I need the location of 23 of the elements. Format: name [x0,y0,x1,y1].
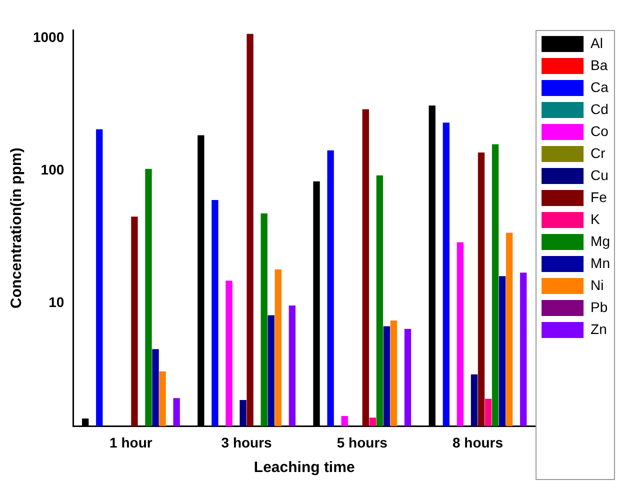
x-tick-label: 8 hours [452,434,504,450]
legend-label: Pb [590,298,608,315]
y-axis-title: Concentration(in ppm) [8,148,26,309]
legend-label: Ca [590,78,609,95]
legend-label: Cr [590,144,606,161]
y-tick-label: 10 [48,294,64,310]
legend-label: Mn [590,254,610,271]
x-axis-title: Leaching time [254,459,355,476]
legend-label: Ni [590,276,604,293]
y-tick-label: 1000 [32,28,64,45]
x-tick-label: 3 hours [221,434,272,450]
legend-label: Cd [590,100,608,117]
legend-label: Co [590,122,609,139]
x-tick-label: 5 hours [336,434,388,450]
legend-label: Mg [590,232,610,249]
legend-label: Zn [590,320,607,337]
x-tick-label: 1 hour [110,434,153,450]
legend-label: Ba [590,56,608,73]
y-tick-label: 100 [40,161,64,178]
legend-label: Fe [590,188,608,205]
legend-label: Al [590,34,604,51]
legend-label: K [590,210,601,227]
legend-label: Cu [590,166,608,183]
